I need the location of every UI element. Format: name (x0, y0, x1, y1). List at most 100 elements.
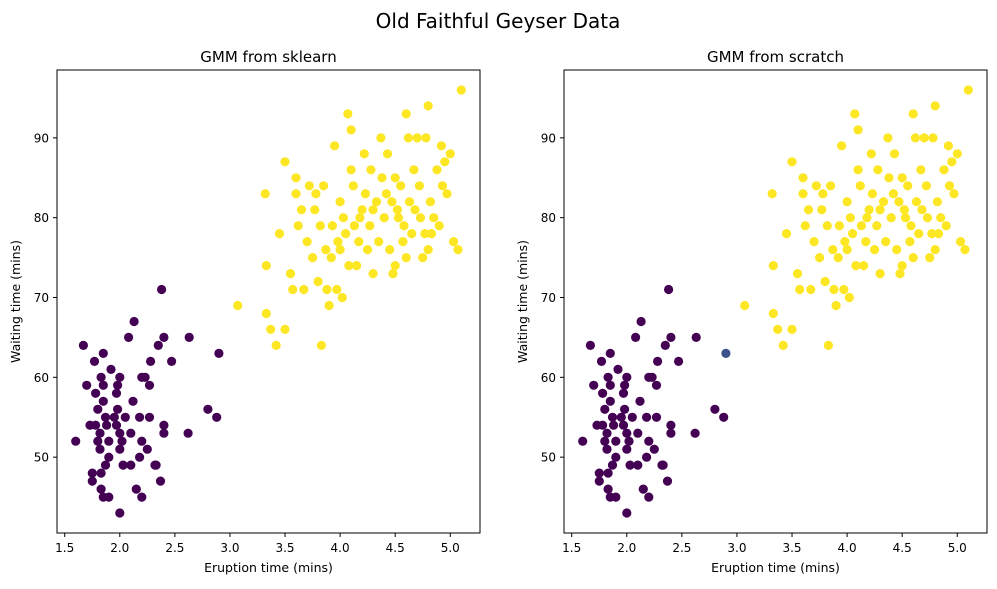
scatter-point-cluster-2 (922, 213, 933, 223)
scatter-point-cluster-0 (596, 356, 607, 366)
scatter-point-cluster-2 (420, 229, 430, 239)
scatter-point-cluster-2 (919, 133, 929, 143)
scatter-point-cluster-0 (642, 452, 652, 462)
scatter-point-cluster-2 (851, 261, 861, 271)
scatter-point-cluster-2 (319, 181, 329, 191)
scatter-point-cluster-2 (892, 245, 902, 255)
scatter-point-cluster-0 (95, 444, 105, 454)
subplot-scratch: GMM from scratch 1.5 2.0 2.5 3.0 3.5 4.0 4.5 5.… (515, 48, 988, 575)
scatter-point-cluster-0 (578, 436, 588, 446)
x-tick-label: 1.5 (55, 541, 74, 555)
scatter-point-cluster-2 (437, 181, 448, 191)
scatter-point-cluster-2 (949, 189, 959, 199)
scatter-point-cluster-0 (115, 428, 125, 438)
scatter-point-cluster-0 (91, 420, 101, 430)
scatter-point-cluster-0 (674, 356, 684, 366)
scatter-point-cluster-0 (616, 412, 626, 422)
y-axis-ticks: 50 60 70 80 90 (34, 131, 57, 465)
scatter-point-cluster-0 (690, 428, 700, 438)
scatter-point-cluster-2 (872, 221, 882, 231)
scatter-point-cluster-0 (666, 332, 676, 342)
scatter-point-cluster-2 (344, 261, 354, 271)
scatter-point-cluster-2 (905, 237, 915, 247)
scatter-point-cluster-2 (432, 165, 442, 175)
scatter-point-cluster-0 (137, 492, 147, 502)
y-tick-label: 80 (541, 211, 556, 225)
scatter-point-cluster-0 (115, 508, 125, 518)
scatter-point-cluster-0 (144, 380, 155, 390)
scatter-point-cluster-0 (118, 460, 128, 470)
scatter-point-cluster-0 (710, 404, 720, 414)
scatter-point-cluster-0 (602, 428, 612, 438)
scatter-point-cluster-2 (456, 85, 466, 95)
scatter-point-cluster-0 (620, 380, 630, 390)
scatter-point-cluster-2 (280, 157, 290, 167)
scatter-point-cluster-0 (109, 412, 119, 422)
scatter-point-cluster-2 (767, 189, 777, 199)
scatter-point-cluster-2 (875, 205, 885, 215)
scatter-point-cluster-2 (848, 229, 858, 239)
scatter-point-cluster-2 (853, 165, 863, 175)
scatter-point-cluster-0 (159, 332, 169, 342)
y-axis-label: Waiting time (mins) (515, 240, 530, 363)
scatter-point-cluster-0 (651, 412, 662, 422)
scatter-point-cluster-2 (917, 205, 927, 215)
scatter-point-cluster-2 (910, 133, 921, 143)
scatter-point-cluster-0 (613, 364, 623, 374)
scatter-point-cluster-0 (618, 388, 629, 398)
scatter-point-cluster-2 (321, 245, 331, 255)
scatter-point-cluster-2 (829, 284, 839, 295)
scatter-point-cluster-2 (927, 229, 937, 239)
scatter-point-cluster-0 (598, 420, 608, 430)
scatter-point-cluster-2 (820, 276, 830, 287)
y-tick-label: 70 (541, 291, 556, 305)
scatter-point-cluster-2 (379, 213, 389, 223)
x-tick-label: 4.0 (331, 541, 350, 555)
scatter-point-cluster-2 (390, 261, 400, 271)
scatter-point-cluster-0 (135, 412, 145, 422)
scatter-point-cluster-2 (914, 229, 924, 239)
scatter-point-cluster-2 (343, 109, 353, 119)
scatter-point-cluster-0 (611, 492, 621, 502)
scatter-point-cluster-2 (274, 229, 285, 239)
scatter-point-cluster-2 (941, 221, 951, 231)
scatter-point-cluster-2 (908, 109, 918, 119)
scatter-point-cluster-2 (897, 261, 907, 271)
scatter-point-cluster-2 (366, 165, 376, 175)
scatter-point-cluster-2 (781, 229, 792, 239)
scatter-point-cluster-0 (140, 372, 150, 382)
scatter-point-cluster-2 (925, 253, 935, 263)
scatter-point-cluster-2 (285, 269, 296, 279)
scatter-point-cluster-2 (436, 141, 446, 151)
scatter-point-cluster-2 (327, 221, 337, 231)
scatter-point-cluster-0 (126, 428, 136, 438)
scatter-point-cluster-2 (415, 213, 426, 223)
scatter-point-cluster-2 (377, 173, 387, 183)
scatter-point-cluster-2 (412, 133, 422, 143)
x-tick-label: 4.5 (386, 541, 405, 555)
scatter-point-cluster-0 (598, 388, 608, 398)
scatter-point-cluster-0 (104, 492, 114, 502)
scatter-point-cluster-2 (792, 269, 803, 279)
x-tick-label: 1.5 (562, 541, 581, 555)
scatter-point-cluster-2 (393, 213, 404, 223)
scatter-point-cluster-0 (600, 436, 610, 446)
scatter-point-cluster-0 (633, 460, 643, 470)
scatter-point-cluster-2 (359, 149, 369, 159)
scatter-point-cluster-0 (594, 476, 604, 486)
scatter-point-cluster-2 (894, 197, 904, 207)
scatter-point-cluster-0 (104, 436, 114, 446)
scatter-point-cluster-0 (589, 380, 599, 390)
scatter-point-cluster-0 (624, 436, 634, 446)
scatter-point-cluster-0 (666, 428, 676, 438)
scatter-point-cluster-2 (773, 324, 783, 334)
scatter-point-cluster-0 (627, 412, 637, 422)
scatter-point-cluster-2 (442, 189, 452, 199)
scatter-point-cluster-2 (798, 173, 808, 183)
scatter-point-cluster-0 (214, 348, 224, 358)
scatter-point-cluster-0 (111, 388, 122, 398)
x-tick-label: 5.0 (441, 541, 460, 555)
scatter-point-cluster-2 (795, 284, 805, 295)
scatter-point-cluster-2 (839, 284, 849, 295)
scatter-point-cluster-2 (425, 197, 435, 207)
